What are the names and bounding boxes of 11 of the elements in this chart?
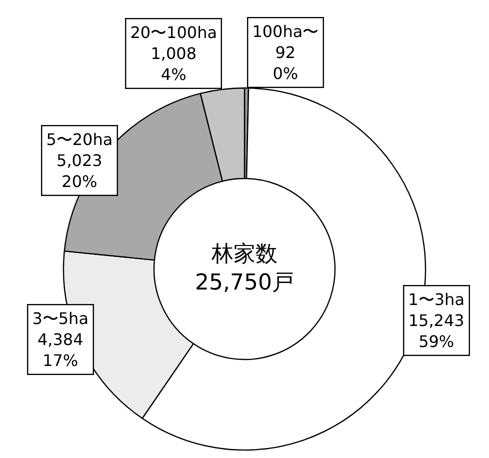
text: 林家数 25,750戸	[195, 242, 294, 296]
slice-label: 3〜5ha	[32, 309, 89, 328]
slice-label: 5〜20ha	[46, 130, 113, 150]
slice-label: 100ha〜	[252, 22, 319, 42]
slice-label: 1〜3ha	[408, 290, 465, 310]
data-label: 15,243 59%	[408, 311, 464, 351]
data-label: 4,384 17%	[37, 330, 84, 370]
data-label: 92 0%	[272, 43, 298, 83]
slice-label: 20〜100ha	[130, 23, 218, 42]
data-label: 1,008 4%	[150, 44, 197, 84]
data-label: 5,023 20%	[56, 151, 102, 191]
